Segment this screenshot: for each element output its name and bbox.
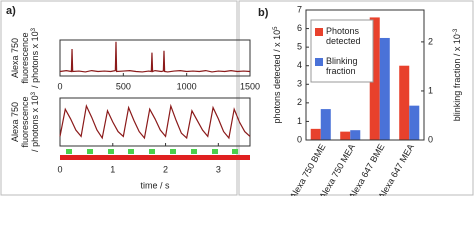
y-axis-label-line: blinking fraction / x 10 [452, 34, 462, 121]
y-axis-label-line: / photons x 10 [30, 95, 40, 152]
y-axis-label-exponent: -3 [453, 28, 459, 34]
y-axis-label-exponent: 5 [273, 26, 279, 30]
red-laser-bar [60, 155, 250, 160]
y-tick-label: 0 [297, 134, 302, 144]
y-tick-label: 7 [297, 4, 302, 14]
y-axis-label-line: fluorescence [20, 32, 30, 83]
x-tick-label: 500 [116, 81, 131, 91]
y2-tick-label: 1 [428, 85, 433, 95]
legend-entry: Photons detected [326, 26, 361, 46]
bar [320, 109, 331, 140]
green-pulse [149, 149, 155, 154]
panel-label: b) [258, 7, 269, 19]
y-axis-label: Alexa 750fluorescence/ photons x 103 [10, 91, 40, 152]
y-axis-label-line: / photons x 10 [30, 31, 40, 88]
green-pulse [87, 149, 93, 154]
green-pulse [128, 149, 134, 154]
y-axis-label-line: fluorescence [20, 96, 30, 147]
y-axis-label-line: photons detected / x 10 [272, 30, 282, 124]
bar [340, 131, 351, 140]
x-tick-label: 1 [110, 164, 115, 174]
y-axis-label-line: Alexa 750 [10, 38, 20, 78]
legend-entry: Blinking fraction [326, 56, 358, 76]
green-pulse [108, 149, 114, 154]
illumination [60, 149, 250, 160]
legend-label: Blinking fraction [326, 56, 358, 76]
green-pulse [212, 149, 218, 154]
bar [350, 130, 361, 140]
x-tick-label: 0 [57, 81, 62, 91]
plot-frame [305, 9, 425, 141]
x-tick-label: 0 [57, 164, 62, 174]
y-axis-label: photons detected / x 105 [272, 26, 282, 124]
y-axis-label: blinking fraction / x 10-3 [452, 28, 462, 121]
trace [59, 41, 251, 73]
plot-frame [59, 39, 251, 77]
green-pulse [191, 149, 197, 154]
bar [409, 105, 420, 140]
x-tick-label: 3 [216, 164, 221, 174]
x-axis-label: time / s [140, 180, 170, 190]
bar [369, 17, 380, 140]
y-axis-label-line: Alexa 750 [10, 102, 20, 142]
y-tick-label: 4 [297, 60, 302, 70]
y-axis-label-exponent: 3 [31, 27, 37, 31]
legend-swatch [315, 28, 323, 36]
bar [310, 128, 321, 140]
y2-tick-label: 0 [428, 134, 433, 144]
bar [379, 37, 390, 140]
legend-label: Photons detected [326, 26, 361, 46]
y2-tick-label: 2 [428, 36, 433, 46]
x-tick-label: 1000 [177, 81, 197, 91]
trace [59, 103, 251, 140]
green-pulse [170, 149, 176, 154]
x-tick-label: 2 [163, 164, 168, 174]
panel-label: a) [6, 5, 16, 17]
y-tick-label: 3 [297, 79, 302, 89]
green-pulse [232, 149, 238, 154]
y-axis-label: Alexa 750fluorescence/ photons x 103 [10, 27, 40, 88]
y-tick-label: 6 [297, 23, 302, 33]
y-axis-label-exponent: 3 [31, 91, 37, 95]
green-pulse [66, 149, 72, 154]
plot-frame [59, 97, 251, 147]
bar [399, 65, 410, 140]
y-tick-label: 5 [297, 42, 302, 52]
x-tick-label: 1500 [240, 81, 260, 91]
legend-swatch [315, 58, 323, 66]
y-tick-label: 1 [297, 116, 302, 126]
y-tick-label: 2 [297, 97, 302, 107]
